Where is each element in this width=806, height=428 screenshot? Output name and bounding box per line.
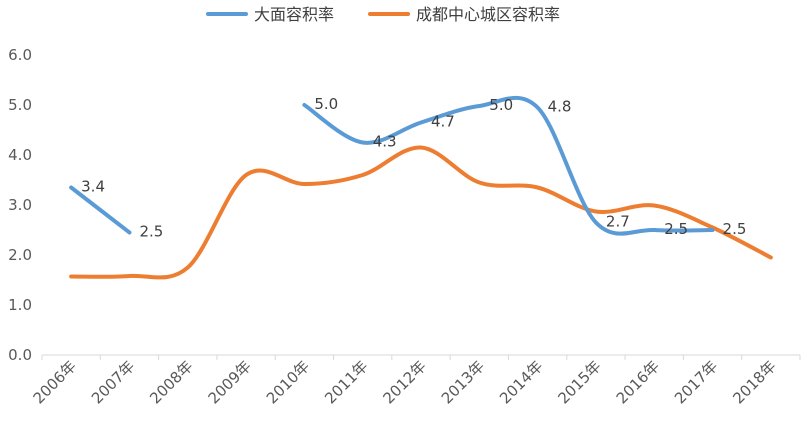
- x-tick-label: 2012年: [379, 357, 429, 407]
- data-label: 2.5: [664, 220, 688, 238]
- legend: 大面容积率 成都中心城区容积率: [206, 5, 560, 24]
- data-label: 4.8: [548, 98, 572, 116]
- y-tick-label: 4.0: [8, 146, 32, 164]
- y-tick-label: 1.0: [8, 296, 32, 314]
- x-tick-label: 2018年: [729, 357, 779, 407]
- x-tick-label: 2008年: [146, 357, 196, 407]
- series-layer: [69, 95, 773, 280]
- y-tick-label: 0.0: [8, 346, 32, 364]
- y-tick-label: 5.0: [8, 96, 32, 114]
- series-line: [69, 185, 132, 235]
- x-axis: 2006年 2007年 2008年 2009年 2010年 2011年 2012年 2013年…: [30, 354, 801, 407]
- data-label: 2.5: [723, 220, 747, 238]
- y-tick-label: 3.0: [8, 196, 32, 214]
- legend-label: 大面容积率: [254, 5, 334, 24]
- y-axis: 0.0 1.0 2.0 3.0 4.0 5.0 6.0: [8, 46, 32, 364]
- x-tick-label: 2017年: [671, 357, 721, 407]
- x-tick-label: 2014年: [496, 357, 546, 407]
- x-tick-label: 2010年: [263, 357, 313, 407]
- data-label: 2.7: [606, 213, 630, 231]
- x-tick-label: 2011年: [321, 357, 371, 407]
- x-tick-label: 2006年: [30, 357, 80, 407]
- data-label: 2.5: [139, 223, 163, 241]
- x-tick-label: 2015年: [554, 357, 604, 407]
- y-tick-label: 2.0: [8, 246, 32, 264]
- data-label: 3.4: [81, 178, 105, 196]
- x-tick-label: 2013年: [438, 357, 488, 407]
- x-tick-label: 2016年: [613, 357, 663, 407]
- data-label: 5.0: [314, 95, 338, 113]
- data-labels: 3.4 2.5 5.0 4.3 4.7 5.0 4.8 2.7 2.5 2.5: [81, 95, 746, 241]
- series-line: [302, 95, 715, 236]
- series-line: [69, 145, 773, 280]
- data-label: 4.7: [431, 113, 455, 131]
- data-label: 5.0: [489, 96, 513, 114]
- x-tick-label: 2009年: [205, 357, 255, 407]
- x-tick-label: 2007年: [88, 357, 138, 407]
- data-label: 4.3: [373, 133, 397, 151]
- y-tick-label: 6.0: [8, 46, 32, 64]
- legend-label: 成都中心城区容积率: [416, 5, 560, 24]
